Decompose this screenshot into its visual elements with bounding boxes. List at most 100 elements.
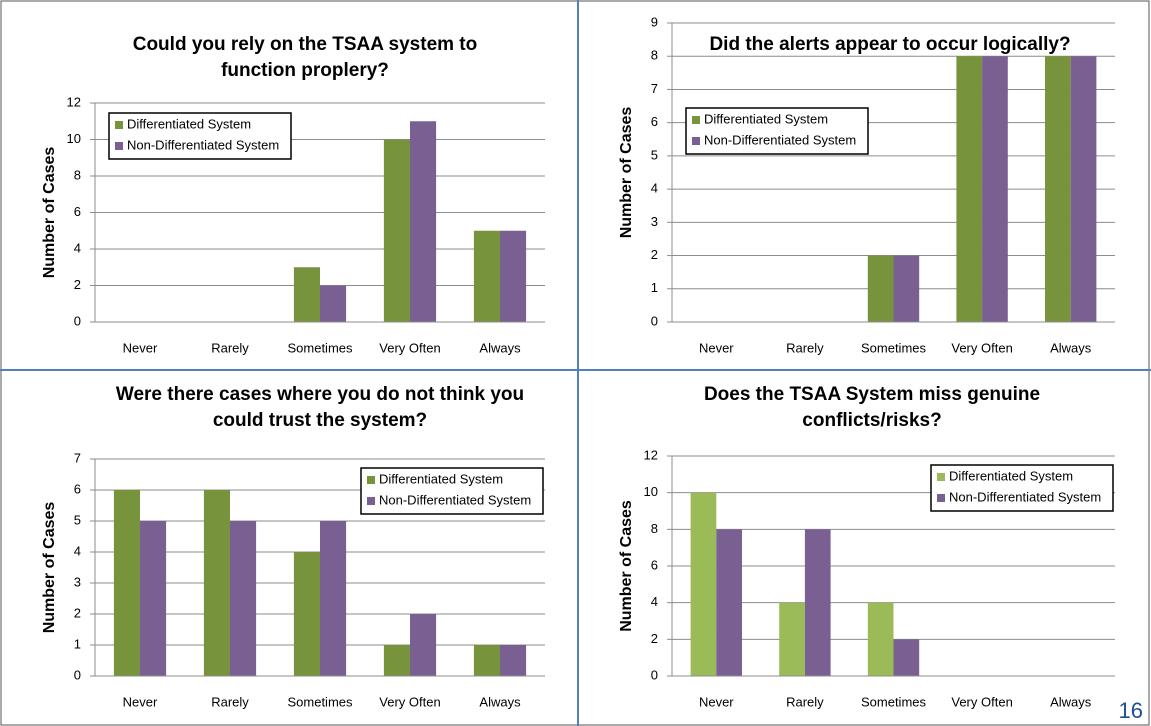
x-tick-label: Very Often [379,694,440,709]
legend-swatch [937,473,945,481]
legend-label: Differentiated System [379,471,503,486]
bar [982,56,1008,322]
bar [293,267,320,322]
y-axis-label: Number of Cases [618,500,635,632]
x-tick-label: Sometimes [287,340,353,355]
bar [383,139,410,322]
legend-swatch [115,121,123,129]
page-number: 16 [1118,698,1143,723]
x-tick-label: Rarely [786,694,824,709]
legend-swatch [115,142,123,150]
x-tick-label: Always [1050,694,1092,709]
bar [140,521,167,676]
y-tick-label: 2 [651,631,658,646]
y-tick-label: 2 [651,247,658,262]
bar [473,645,500,676]
x-tick-label: Very Often [951,694,1012,709]
y-axis-label: Number of Cases [41,502,58,634]
y-tick-label: 0 [74,667,81,682]
y-tick-label: 0 [74,313,81,328]
bar [500,645,527,676]
y-tick-label: 2 [74,277,81,292]
y-tick-label: 7 [651,81,658,96]
legend-label: Differentiated System [949,468,1073,483]
y-tick-label: 1 [74,636,81,651]
bar [893,255,920,322]
x-tick-label: Sometimes [861,694,927,709]
bar [383,645,410,676]
chart-title: Did the alerts appear to occur logically… [709,34,1071,55]
y-axis-label: Number of Cases [41,147,58,279]
bar [203,490,230,676]
x-tick-label: Rarely [786,340,824,355]
x-tick-label: Never [123,340,158,355]
y-tick-label: 8 [651,521,658,536]
bar [1070,56,1097,322]
x-tick-label: Very Often [951,340,1012,355]
bar [956,56,983,322]
y-tick-label: 6 [651,557,658,572]
x-tick-label: Sometimes [287,694,353,709]
bar [113,490,140,676]
bar [410,121,437,322]
y-tick-label: 6 [74,481,81,496]
chart-title: Does the TSAA System miss genuine confli… [703,384,1041,431]
y-tick-label: 5 [651,147,658,162]
y-tick-label: 4 [74,240,81,255]
bar [320,285,347,322]
y-tick-label: 10 [644,484,658,499]
x-tick-label: Rarely [211,694,249,709]
legend-label: Non-Differentiated System [127,137,279,152]
bar [500,230,527,322]
y-tick-label: 4 [651,594,658,609]
legend-label: Non-Differentiated System [704,132,856,147]
legend-swatch [367,476,375,484]
legend-label: Differentiated System [127,116,251,131]
bar [410,614,437,676]
legend-box [108,112,292,160]
y-tick-label: 2 [74,605,81,620]
bar [893,639,920,676]
chart-title: Could you rely on the TSAA system to fun… [132,34,478,81]
bar [320,521,347,676]
bar [779,602,805,676]
y-tick-label: 0 [651,313,658,328]
bar [804,529,831,676]
legend-swatch [937,494,945,502]
legend-swatch [692,116,700,124]
y-tick-label: 5 [74,512,81,527]
x-tick-label: Sometimes [861,340,927,355]
y-tick-label: 8 [74,167,81,182]
y-tick-label: 6 [651,114,658,129]
x-tick-label: Never [699,340,734,355]
y-tick-label: 3 [651,214,658,229]
legend-swatch [367,497,375,505]
y-tick-label: 12 [644,447,658,462]
bar [690,492,717,676]
bar [293,552,320,676]
x-tick-label: Always [1050,340,1092,355]
legend-box [360,467,544,515]
bar [867,602,894,676]
legend-label: Differentiated System [704,111,828,126]
bar [716,529,742,676]
x-tick-label: Very Often [379,340,440,355]
y-tick-label: 6 [74,204,81,219]
x-tick-label: Always [479,694,521,709]
legend-box [685,107,869,155]
y-tick-label: 10 [67,131,81,146]
x-tick-label: Rarely [211,340,249,355]
bar [473,230,500,322]
bar [230,521,257,676]
x-tick-label: Never [123,694,158,709]
legend-box [930,464,1114,512]
y-axis-label: Number of Cases [618,107,635,239]
bar [1045,56,1071,322]
y-tick-label: 4 [651,181,658,196]
chart-title: Were there cases where you do not think … [115,384,525,431]
y-tick-label: 3 [74,574,81,589]
y-tick-label: 9 [651,14,658,29]
legend-label: Non-Differentiated System [949,489,1101,504]
legend-swatch [692,137,700,145]
